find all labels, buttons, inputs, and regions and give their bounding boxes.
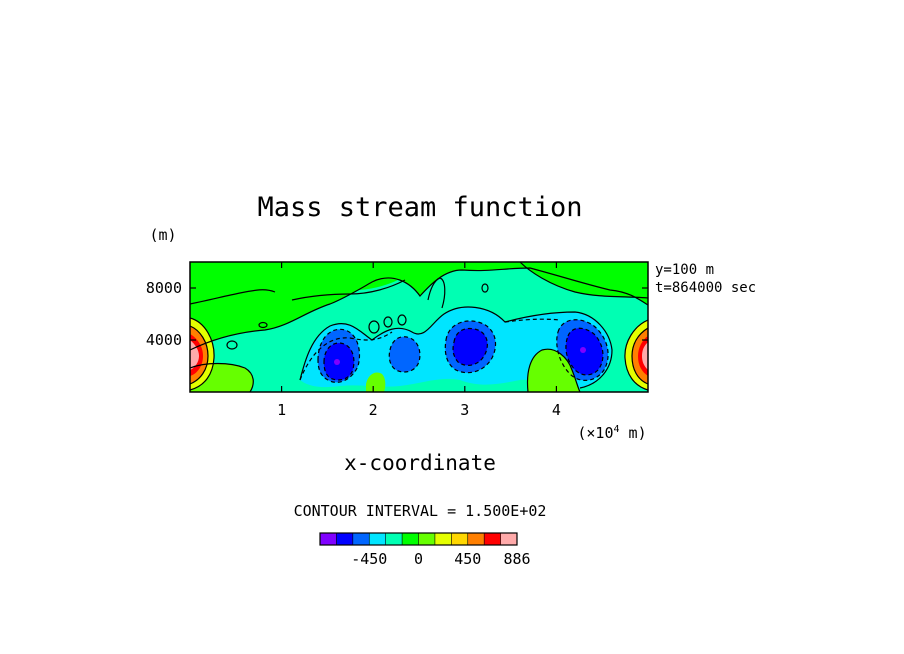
contour-region-right-pink (642, 342, 648, 370)
x-tick-label-3: 4 (552, 401, 561, 419)
colorbar-swatch-2 (352, 533, 370, 545)
annotation-y: y=100 m (655, 262, 714, 278)
negative-contour-cyan-band-2 (504, 318, 561, 323)
contour-lines (190, 262, 648, 392)
contour-line-left-bubble (190, 362, 254, 392)
colorbar-swatch-3 (369, 533, 386, 545)
contour-region-upper-right-green (520, 262, 648, 298)
colorbar-tick-label-3: 886 (503, 550, 530, 568)
colorbar-swatch-8 (451, 533, 469, 545)
colorbar-swatch-9 (467, 533, 485, 545)
contour-line-small-loop-1 (368, 320, 380, 334)
contour-line-right-vortex-2 (631, 327, 648, 385)
colorbar-tick-label-2: 450 (454, 550, 481, 568)
x-axis-label: x-coordinate (344, 451, 496, 475)
negative-contour-4b (565, 327, 604, 376)
colorbar-swatch-4 (385, 533, 403, 545)
contour-interval-label: CONTOUR INTERVAL = 1.500E+02 (294, 502, 547, 520)
colorbar-swatch-11 (500, 533, 518, 545)
plot-area (190, 262, 648, 392)
colorbar-swatch-1 (336, 533, 354, 545)
contour-region-upper-left-green (190, 262, 425, 330)
contour-line-right-bubble (526, 348, 581, 392)
negative-contour-2 (388, 336, 421, 373)
negative-contour-3a (444, 320, 497, 374)
x-unit-label: (×104 m) (577, 424, 646, 442)
colorbar-tick-label-1: 0 (414, 550, 423, 568)
x-tick-label-0: 1 (277, 401, 286, 419)
contour-region-lightgreen-right (527, 349, 580, 392)
y-unit-label: (m) (149, 226, 176, 244)
negative-contour-cyan-band (299, 331, 393, 381)
colorbar-swatch-7 (434, 533, 452, 545)
colorbar-swatch-6 (418, 533, 436, 545)
contour-region-blue-2 (389, 336, 420, 372)
negative-contour-3b (452, 327, 488, 366)
annotation-t: t=864000 sec (655, 280, 756, 296)
contour-region-purple-core-4 (580, 347, 586, 353)
colorbar (319, 532, 518, 546)
contour-line-small-loop-5 (258, 321, 268, 329)
y-axis-ticks: 4000 8000 (146, 279, 648, 349)
contour-line-small-loop-4 (226, 340, 238, 350)
contour-line-right-vortex-1 (624, 319, 648, 391)
contour-line-cyan-green (299, 306, 613, 389)
y-tick-label-0: 4000 (146, 331, 182, 349)
x-tick-label-2: 3 (460, 401, 469, 419)
colorbar-labels: -450 0 450 886 (351, 550, 530, 568)
negative-contour-1b (323, 342, 355, 381)
contour-line-zero (190, 267, 648, 351)
negative-contour-lines (299, 318, 609, 383)
contour-line-left-vortex-2 (190, 325, 209, 385)
contour-region-lightgreen-center (366, 372, 386, 392)
colorbar-swatch-0 (320, 533, 337, 545)
negative-contour-1a (317, 328, 361, 383)
plot-frame (189, 261, 649, 393)
contour-line-ridge (427, 277, 446, 309)
negative-contour-4a (556, 319, 609, 381)
chart-title: Mass stream function (257, 192, 582, 223)
colorbar-swatch-10 (484, 533, 501, 545)
x-tick-label-1: 2 (369, 401, 378, 419)
contour-region-left-pink (190, 340, 199, 370)
contour-line-small-loop-2 (383, 316, 393, 328)
colorbar-tick-label-0: -450 (351, 550, 387, 568)
y-tick-label-1: 8000 (146, 279, 182, 297)
contour-line-upper-left (190, 289, 276, 305)
contour-line-left-vortex-1 (190, 317, 215, 391)
contour-region-darkblue-3 (453, 328, 488, 366)
x-axis-ticks: 1 2 3 4 (277, 262, 561, 419)
contour-line-small-loop-3 (397, 314, 407, 326)
contour-line-upper-mid (291, 279, 406, 301)
colorbar-swatch-5 (402, 533, 419, 545)
contour-line-small-loop-6 (481, 283, 489, 293)
contour-region-purple-core-1 (334, 359, 340, 365)
contour-line-upper-right (519, 262, 648, 299)
